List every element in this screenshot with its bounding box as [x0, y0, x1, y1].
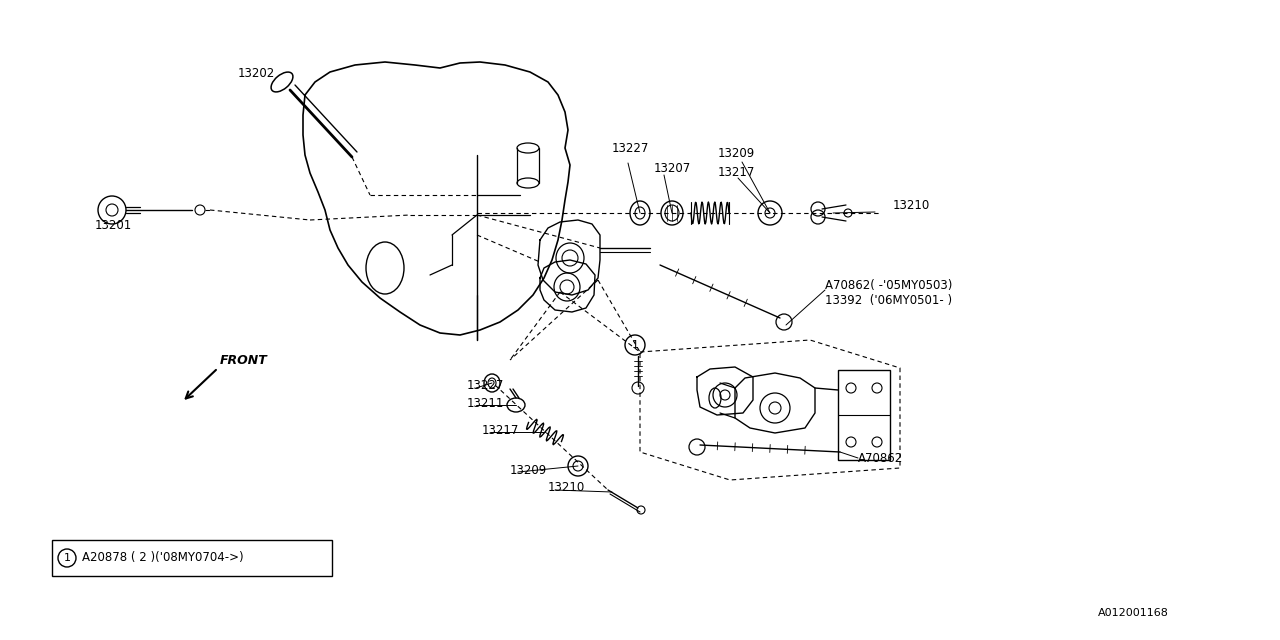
Text: A012001168: A012001168 — [1098, 608, 1169, 618]
Text: 13209: 13209 — [718, 147, 755, 159]
Text: FRONT: FRONT — [220, 353, 268, 367]
Text: A70862( -'05MY0503): A70862( -'05MY0503) — [826, 278, 952, 291]
Text: A70862: A70862 — [858, 451, 904, 465]
Text: 13202: 13202 — [238, 67, 275, 79]
Text: 13210: 13210 — [548, 481, 585, 493]
Text: 1: 1 — [64, 553, 70, 563]
Text: 13227: 13227 — [467, 378, 504, 392]
Text: 13207: 13207 — [654, 161, 691, 175]
Text: 1: 1 — [631, 340, 639, 350]
Text: 13392  ('06MY0501- ): 13392 ('06MY0501- ) — [826, 294, 952, 307]
Text: 13211: 13211 — [467, 397, 504, 410]
Text: 13217: 13217 — [483, 424, 520, 436]
Text: 13217: 13217 — [718, 166, 755, 179]
Bar — [838, 370, 890, 460]
Text: 13227: 13227 — [612, 141, 649, 154]
Text: 13210: 13210 — [893, 198, 931, 211]
Text: 13209: 13209 — [509, 463, 548, 477]
Text: A20878 ( 2 )('08MY0704->): A20878 ( 2 )('08MY0704->) — [82, 552, 243, 564]
Text: 13201: 13201 — [95, 218, 132, 232]
